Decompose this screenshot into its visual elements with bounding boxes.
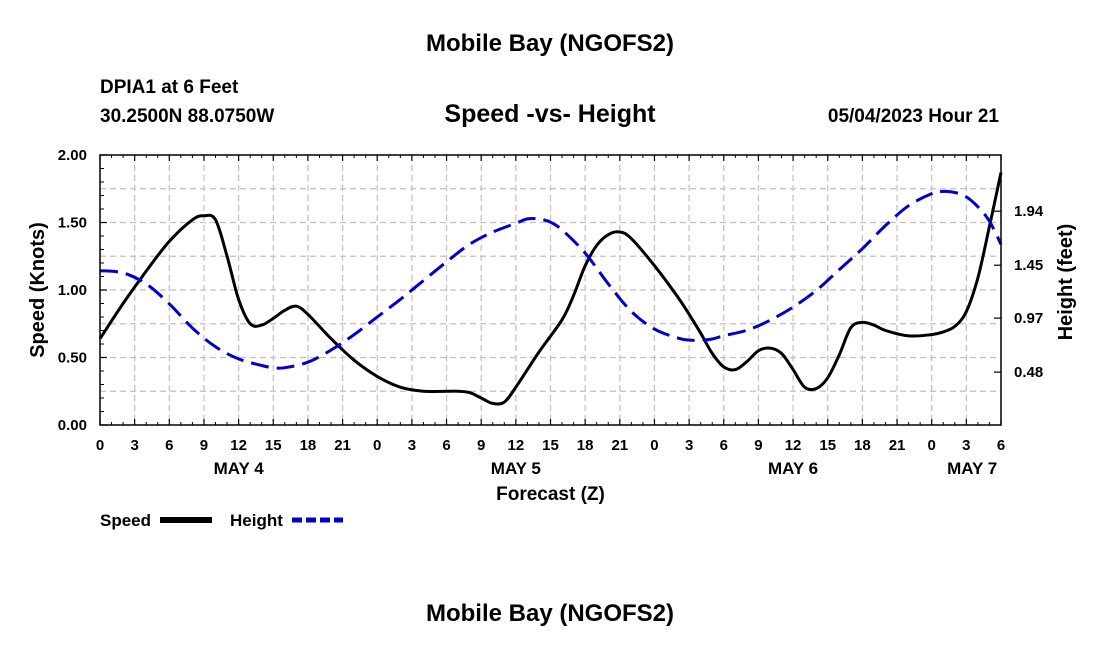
x-tick-label: 15 [819,437,836,454]
x-tick-label: 0 [928,437,936,454]
series-line-speed [98,172,1003,406]
legend-speed-label: Speed [100,511,151,530]
chart-title: Mobile Bay (NGOFS2) [425,30,675,57]
x-day-label: MAY 4 [214,459,265,478]
y-axis-label: Speed (Knots) [27,222,49,358]
station-coordinates: 30.2500N 88.0750W [100,106,275,127]
x-tick-label: 12 [230,437,247,454]
y-tick-label: 0.50 [58,350,87,367]
y-tick-label: 1.50 [58,215,87,232]
x-tick-label: 9 [200,437,208,454]
x-tick-label: 6 [442,437,450,454]
x-tick-label: 21 [334,437,351,454]
series-layer [98,172,1003,406]
x-tick-label: 21 [889,437,906,454]
x-day-label: MAY 5 [491,459,541,478]
chart-subtitle: Speed -vs- Height [444,100,656,128]
legend-height-label: Height [230,511,283,530]
x-tick-label: 3 [408,437,416,454]
x-tick-label: 3 [130,437,138,454]
y-tick-label: 0.00 [58,417,87,434]
x-axis-label: Forecast (Z) [496,484,605,505]
x-day-label: MAY 6 [768,459,818,478]
x-tick-label: 15 [542,437,559,454]
grid-lines [100,155,1001,425]
x-tick-label: 18 [854,437,871,454]
x-tick-label: 9 [754,437,762,454]
legend: Speed Height [100,511,343,530]
y2-tick-label: 0.97 [1014,310,1043,327]
forecast-datetime: 05/04/2023 Hour 21 [827,106,999,127]
y2-tick-label: 0.48 [1014,364,1043,381]
y-tick-label: 1.00 [58,282,87,299]
x-tick-label: 12 [785,437,802,454]
y-tick-label: 2.00 [58,147,87,164]
station-label: DPIA1 at 6 Feet [100,77,239,98]
x-tick-label: 12 [508,437,525,454]
x-tick-label: 0 [96,437,104,454]
y2-axis-label: Height (feet) [1055,224,1077,341]
y2-tick-label: 1.45 [1014,257,1043,274]
x-tick-label: 9 [477,437,485,454]
x-tick-label: 18 [577,437,594,454]
x-tick-label: 15 [265,437,282,454]
x-tick-label: 0 [650,437,658,454]
series-line-height [99,189,1003,370]
x-tick-label: 6 [720,437,728,454]
x-tick-label: 3 [685,437,693,454]
x-tick-label: 21 [611,437,628,454]
x-tick-label: 3 [962,437,970,454]
axis-ticks: 0 3 6 9 12 15 18 21 0 3 6 9 12 15 18 21 0 3 6 9 12 15 18 21 0 3 6M… [58,147,1044,478]
x-day-label: MAY 7 [947,459,997,478]
x-tick-label: 0 [373,437,381,454]
y2-tick-label: 1.94 [1014,203,1044,220]
x-tick-label: 6 [997,437,1005,454]
footer-title: Mobile Bay (NGOFS2) [425,600,675,627]
x-tick-label: 6 [165,437,173,454]
x-tick-label: 18 [300,437,317,454]
